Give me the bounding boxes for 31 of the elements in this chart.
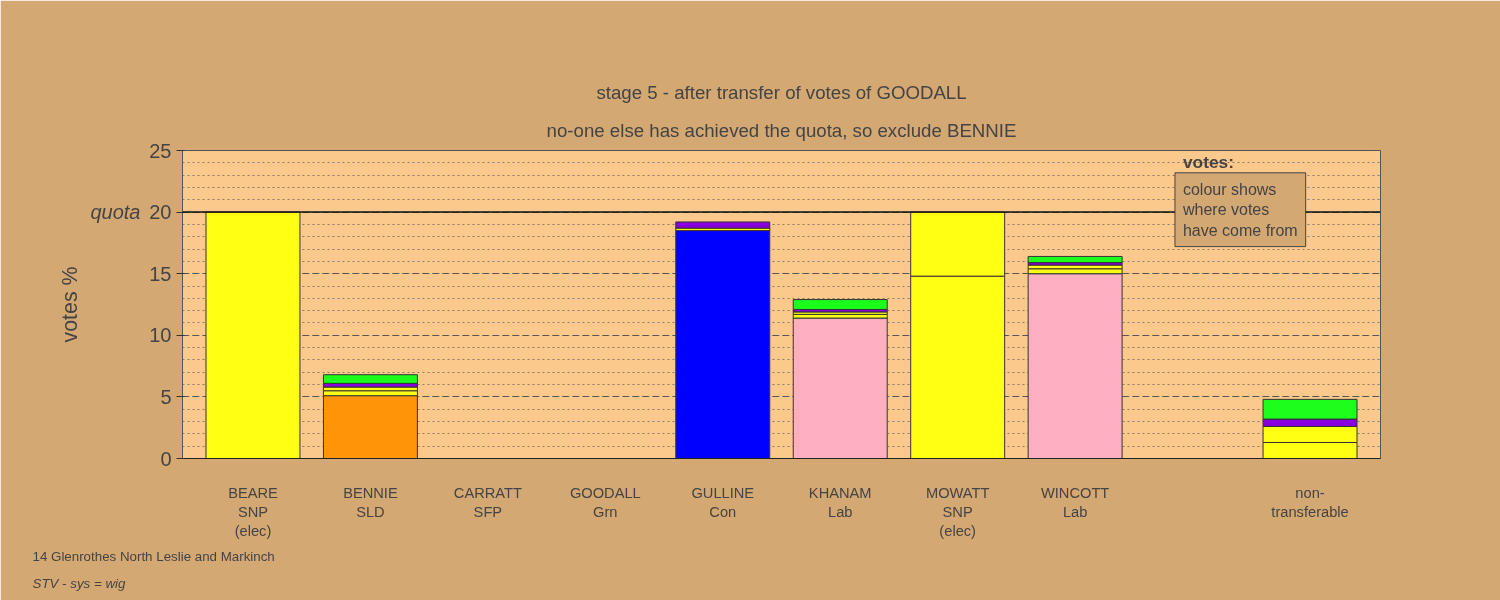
- bar: [675, 221, 771, 229]
- x-tick-label: WINCOTT Lab: [1040, 484, 1110, 520]
- x-tick-label: BENNIE SLD: [343, 484, 398, 520]
- text: 14 Glenrothes North Leslie and Markinch: [32, 548, 275, 564]
- x-tick-label: GULLINE Con: [691, 484, 755, 520]
- annotation: colour shows where votes have come from: [1181, 180, 1298, 239]
- bar: [322, 395, 418, 459]
- y-tick-label: 15: [149, 262, 172, 285]
- bar: [675, 230, 771, 459]
- y-tick-label: 0: [160, 447, 172, 470]
- bar: [1027, 273, 1123, 459]
- x-tick-label: KHANAM Lab: [808, 484, 872, 520]
- y-tick-label: 20: [149, 201, 172, 224]
- ref-line-label: quota: [90, 201, 141, 224]
- bar: [792, 299, 888, 310]
- x-tick-label: BEARE SNP (elec): [228, 484, 279, 539]
- bar: [1027, 255, 1123, 264]
- annotation: votes:: [1182, 151, 1235, 172]
- x-tick-label: MOWATT SNP (elec): [925, 484, 990, 539]
- x-tick-label: GOODALL Grn: [569, 484, 641, 520]
- bar: [322, 374, 418, 384]
- y-tick-label: 25: [149, 139, 172, 162]
- bar: [792, 317, 888, 459]
- text: STV - sys = wig: [32, 575, 127, 591]
- x-tick-label: non- transferable: [1271, 484, 1349, 520]
- y-tick-label: 10: [149, 324, 172, 347]
- chart-subtitle: no-one else has achieved the quota, so exclude BENNIE: [546, 119, 1017, 141]
- chart-title: stage 5 - after transfer of votes of GOODALL: [596, 81, 967, 103]
- y-tick-label: 5: [160, 385, 172, 408]
- y-axis-title: votes %: [58, 266, 83, 343]
- x-tick-label: CARRATT SFP: [453, 484, 522, 520]
